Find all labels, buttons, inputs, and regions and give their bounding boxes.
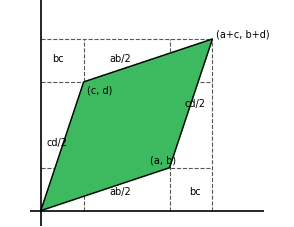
- Text: cd/2: cd/2: [47, 137, 68, 147]
- Text: (c, d): (c, d): [87, 85, 113, 95]
- Polygon shape: [41, 40, 213, 211]
- Text: ab/2: ab/2: [109, 54, 131, 64]
- Text: ab/2: ab/2: [109, 186, 131, 196]
- Text: cd/2: cd/2: [185, 99, 206, 109]
- Text: bc: bc: [189, 186, 201, 196]
- Text: bc: bc: [52, 54, 64, 64]
- Text: (a, b): (a, b): [150, 155, 176, 165]
- Text: (a+c, b+d): (a+c, b+d): [216, 30, 270, 40]
